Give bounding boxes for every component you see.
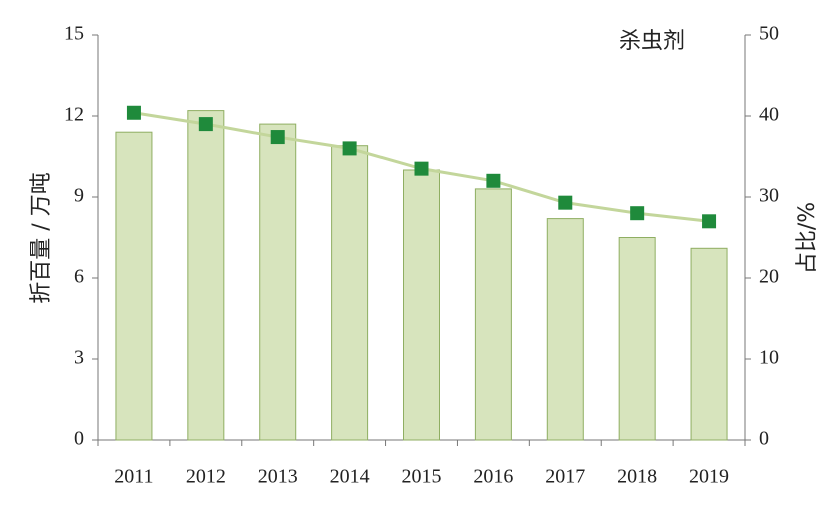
x-tick-label: 2013 [258, 466, 298, 488]
marker [558, 195, 573, 210]
x-tick-label: 2019 [689, 466, 729, 488]
y-axis-label: 折百量 / 万吨 [29, 172, 54, 303]
x-tick-label: 2011 [114, 466, 153, 488]
bar [474, 188, 512, 441]
bar [403, 169, 440, 441]
x-tick-label: 2016 [473, 466, 513, 488]
y-tick-label: 3 [74, 347, 84, 369]
x-tick-label: 2015 [402, 466, 442, 488]
y2-axis-label: 占比/% [795, 202, 820, 274]
y2-tick-label: 20 [759, 266, 779, 288]
y-tick-label: 12 [64, 104, 84, 126]
x-tick-label: 2012 [186, 466, 226, 488]
y-tick-label: 6 [74, 266, 84, 288]
bar [618, 237, 656, 441]
y2-tick-label: 10 [759, 347, 779, 369]
x-tick-label: 2017 [545, 466, 585, 488]
marker [198, 117, 213, 132]
bar [546, 218, 584, 441]
bar [115, 131, 153, 441]
bar [690, 247, 728, 441]
marker [630, 206, 645, 221]
y2-tick-label: 0 [759, 428, 769, 450]
marker [414, 161, 429, 176]
x-tick-label: 2014 [330, 466, 370, 488]
marker [342, 141, 357, 156]
x-tick-label: 2018 [617, 466, 657, 488]
y2-tick-label: 50 [759, 23, 779, 45]
y-tick-label: 15 [64, 23, 84, 45]
y2-tick-label: 40 [759, 104, 779, 126]
chart-title: 杀虫剂 [619, 29, 685, 54]
y2-tick-label: 30 [759, 185, 779, 207]
y-tick-label: 0 [74, 428, 84, 450]
marker [486, 173, 501, 188]
y-tick-label: 9 [74, 185, 84, 207]
marker [126, 105, 141, 120]
marker [270, 130, 285, 145]
marker [702, 214, 717, 229]
bar [331, 145, 369, 441]
bar [187, 110, 225, 441]
bar [259, 123, 297, 441]
